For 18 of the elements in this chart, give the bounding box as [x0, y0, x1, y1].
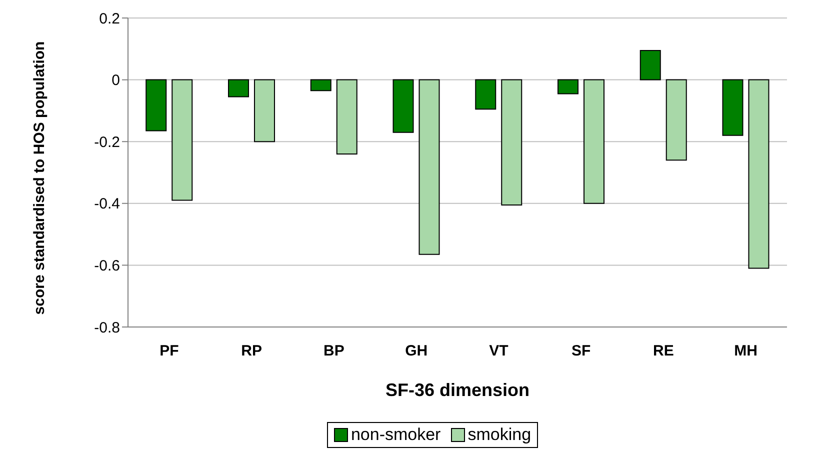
x-axis-title: SF-36 dimension — [385, 380, 530, 400]
y-tick-label: -0.2 — [94, 134, 120, 151]
x-tick-label: SF — [571, 342, 591, 360]
y-axis-title: score standardised to HOS population — [30, 40, 49, 317]
x-tick-label: MH — [734, 342, 758, 360]
x-tick-label: BP — [324, 342, 344, 360]
y-tick-label: -0.6 — [94, 258, 120, 275]
x-tick-label: GH — [405, 342, 428, 360]
x-tick-label: PF — [160, 342, 179, 360]
y-tick-label: -0.8 — [94, 319, 120, 336]
x-tick-label: VT — [489, 342, 508, 360]
x-tick-label: RP — [241, 342, 262, 360]
y-tick-label: 0 — [112, 72, 120, 90]
legend-label: non-smoker — [350, 425, 441, 445]
y-tick-label: -0.4 — [94, 196, 120, 213]
x-tick-label: RE — [653, 342, 674, 360]
legend-label: smoking — [468, 425, 532, 445]
y-tick-label: 0.2 — [99, 10, 120, 28]
